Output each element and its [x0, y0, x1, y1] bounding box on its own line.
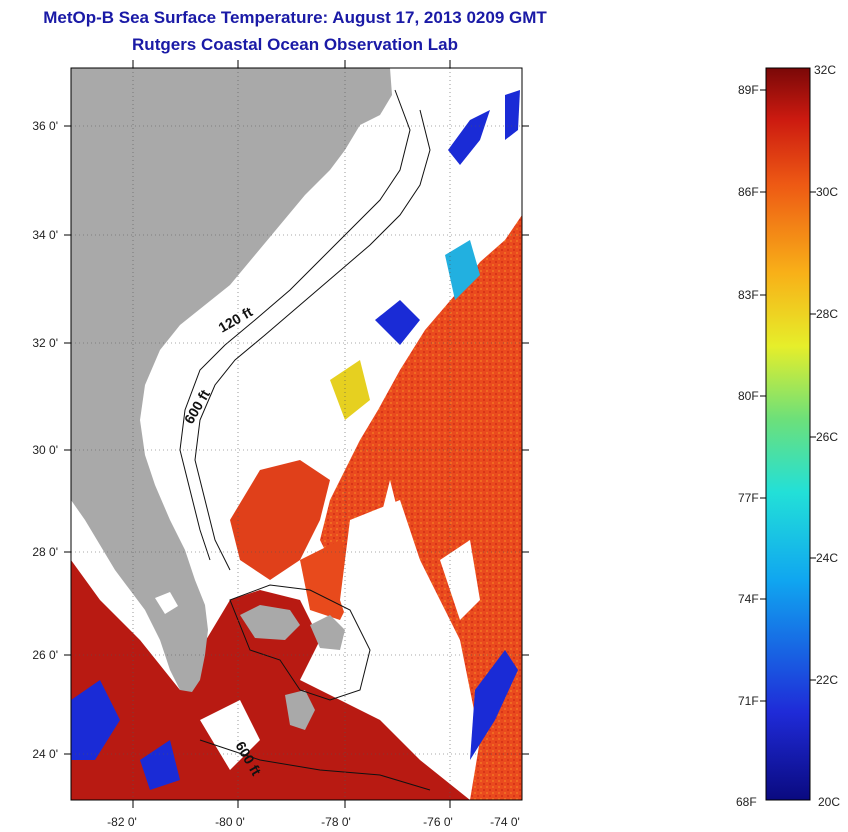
title-line-2: Rutgers Coastal Ocean Observation Lab: [132, 35, 458, 54]
cb-c-20: 20C: [818, 795, 840, 809]
sst-cool-edge: [71, 680, 120, 760]
cb-c-30: 30C: [816, 185, 838, 199]
sst-cool-edge: [140, 740, 180, 790]
cb-c-26: 26C: [816, 430, 838, 444]
cb-f-86: 86F: [738, 185, 759, 199]
cb-f-68: 68F: [736, 795, 757, 809]
contour-cuba: [199, 739, 431, 791]
cloud-patch: [200, 700, 260, 770]
sst-cool-edge: [330, 360, 370, 420]
contour-120ft: [179, 89, 411, 561]
lat-label-24: 24 0': [32, 747, 58, 761]
lon-label-74: -74 0': [490, 815, 520, 829]
sst-cool-edge: [445, 240, 480, 300]
sst-warm-region: [320, 215, 522, 800]
contour-600ft: [194, 109, 431, 571]
sst-cool-edge: [505, 90, 520, 140]
lon-label-78: -78 0': [321, 815, 351, 829]
cb-c-28: 28C: [816, 307, 838, 321]
contour-bahamas: [229, 584, 371, 701]
cb-f-83: 83F: [738, 288, 759, 302]
lon-label-80: -80 0': [215, 815, 245, 829]
lon-ticks: [132, 60, 451, 808]
cb-c-22: 22C: [816, 673, 838, 687]
lat-label-34: 34 0': [32, 228, 58, 242]
title-line-1: MetOp-B Sea Surface Temperature: August …: [43, 8, 547, 27]
map-plot-area: 120 ft 600 ft 600 ft: [71, 68, 522, 800]
land-mass-us-southeast: [71, 68, 392, 692]
cb-f-80: 80F: [738, 389, 759, 403]
map-frame: [70, 67, 523, 801]
lat-ticks: [64, 125, 529, 755]
sst-cool-edge: [375, 300, 420, 345]
lat-label-32: 32 0': [32, 336, 58, 350]
land-island-bahamas: [285, 690, 315, 730]
land-island-bahamas: [310, 615, 345, 650]
sst-hot-region: [71, 560, 470, 800]
cb-f-71: 71F: [738, 694, 759, 708]
sst-cool-edge: [470, 650, 518, 760]
cb-f-89: 89F: [738, 83, 759, 97]
colorbar-ticks: [760, 89, 816, 702]
sst-warm-patch: [230, 460, 330, 580]
cb-f-77: 77F: [738, 491, 759, 505]
lake: [155, 592, 178, 614]
land-island-bahamas: [240, 605, 300, 640]
lat-label-26: 26 0': [32, 648, 58, 662]
cloud-patch: [340, 500, 440, 700]
sst-cool-edge: [448, 110, 490, 165]
lon-label-82: -82 0': [107, 815, 137, 829]
lat-label-28: 28 0': [32, 545, 58, 559]
lat-label-30: 30 0': [32, 443, 58, 457]
colorbar: [765, 67, 811, 801]
lat-label-36: 36 0': [32, 119, 58, 133]
cb-f-74: 74F: [738, 592, 759, 606]
cb-c-32: 32C: [814, 63, 836, 77]
lon-label-76: -76 0': [423, 815, 453, 829]
cb-c-24: 24C: [816, 551, 838, 565]
